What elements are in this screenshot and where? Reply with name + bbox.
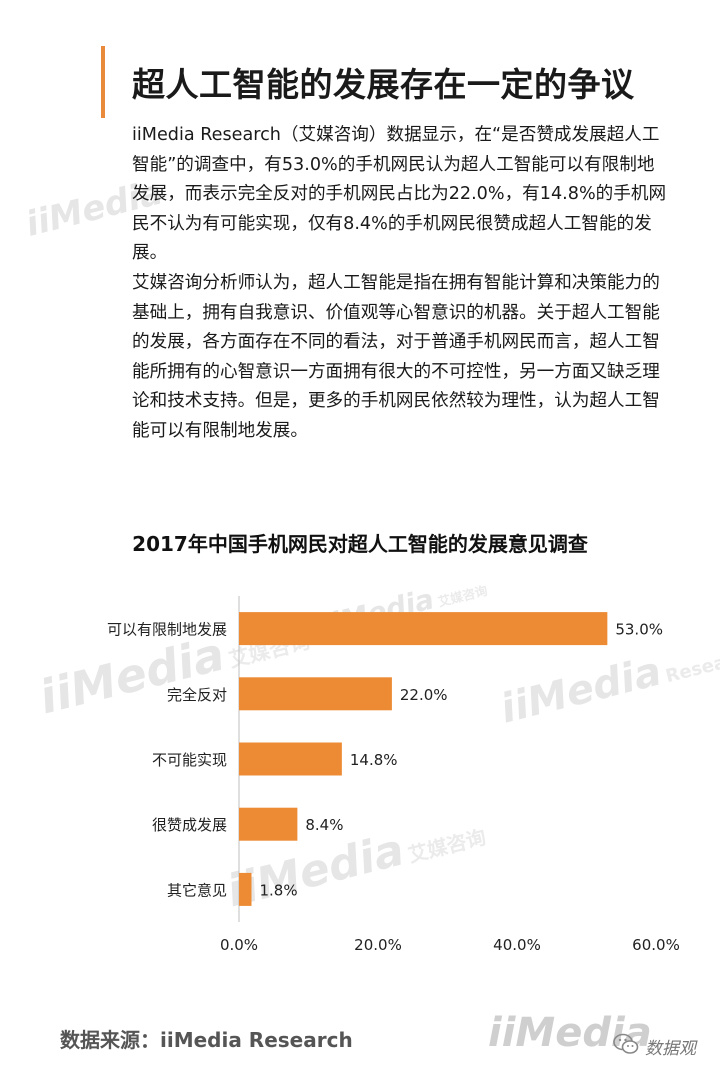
x-tick-label: 40.0% — [493, 936, 541, 954]
data-label: 1.8% — [260, 881, 298, 899]
x-tick-label: 60.0% — [632, 936, 680, 954]
x-tick-label: 0.0% — [220, 936, 258, 954]
body-text: iiMedia Research（艾媒咨询）数据显示，在“是否赞成发展超人工智能… — [132, 121, 672, 447]
wechat-icon — [613, 1033, 639, 1054]
data-source: 数据来源：iiMedia Research — [60, 1028, 353, 1052]
paragraph: 艾媒咨询分析师认为，超人工智能是指在拥有智能计算和决策能力的基础上，拥有自我意识… — [132, 272, 660, 441]
data-label: 14.8% — [350, 751, 398, 769]
category-label: 可以有限制地发展 — [107, 621, 227, 639]
bar — [239, 742, 342, 776]
category-label: 其它意见 — [167, 881, 227, 899]
bar — [239, 677, 392, 711]
bar — [239, 872, 252, 906]
paragraph: iiMedia Research（艾媒咨询）数据显示，在“是否赞成发展超人工智能… — [132, 125, 667, 264]
bar — [239, 807, 298, 841]
heading-accent-bar — [101, 46, 105, 118]
bar — [239, 612, 608, 646]
category-label: 完全反对 — [167, 686, 227, 704]
bar-chart: 可以有限制地发展 53.0% 完全反对 22.0% 不可能实现 14.8% 很赞成发展 8.4… — [107, 596, 680, 954]
x-tick-label: 20.0% — [354, 936, 402, 954]
wechat-account: 数据观 — [613, 1031, 713, 1063]
data-label: 53.0% — [615, 621, 663, 639]
category-label: 不可能实现 — [152, 751, 227, 769]
chart-title: 2017年中国手机网民对超人工智能的发展意见调查 — [132, 532, 588, 556]
wechat-name: 数据观 — [645, 1039, 696, 1059]
category-label: 很赞成发展 — [152, 816, 227, 834]
data-label: 22.0% — [400, 686, 448, 704]
data-label: 8.4% — [305, 816, 343, 834]
page-title: 超人工智能的发展存在一定的争议 — [132, 65, 635, 104]
